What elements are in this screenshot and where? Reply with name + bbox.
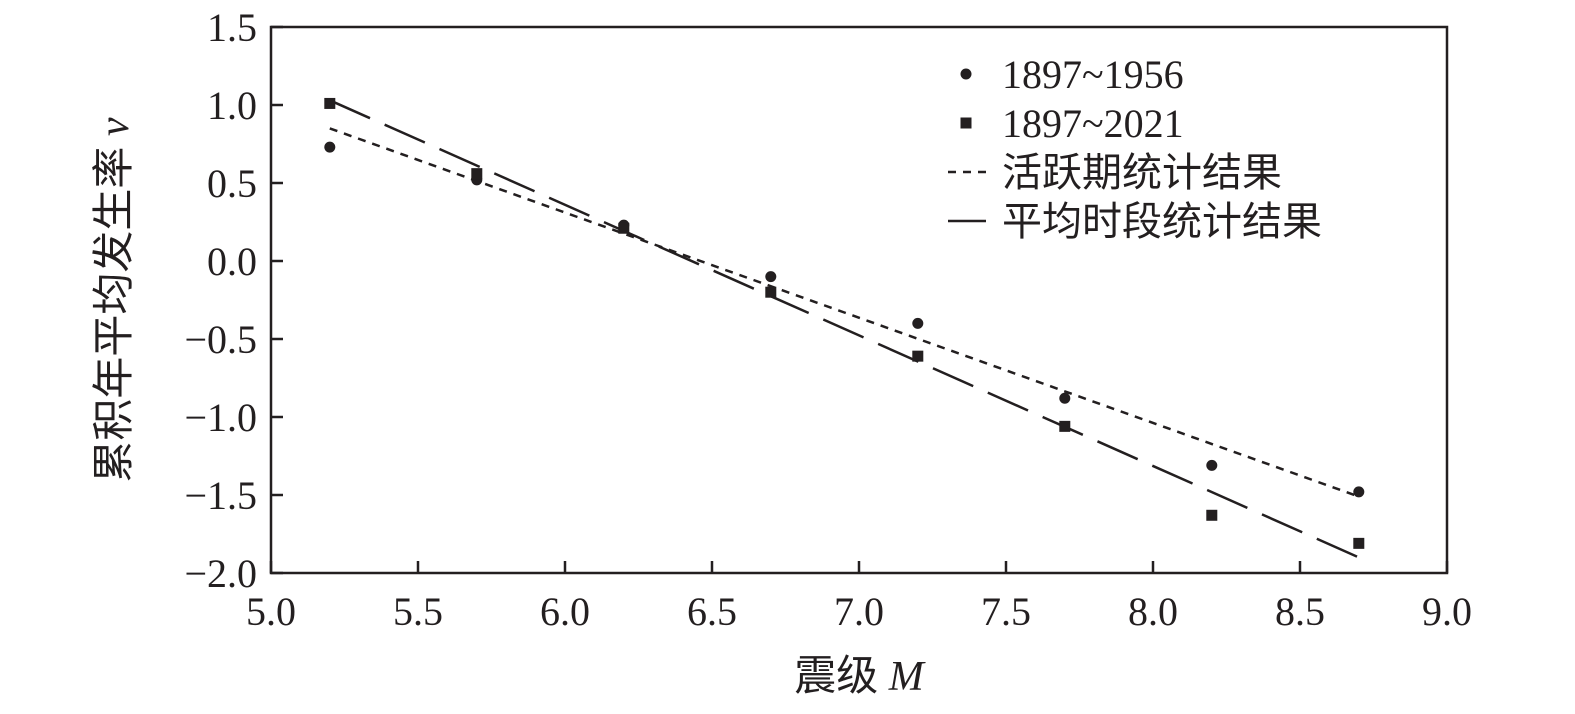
legend-marker-circle bbox=[960, 68, 972, 80]
legend-marker-square bbox=[960, 117, 972, 129]
data-points bbox=[324, 97, 1365, 549]
point-1897-2021 bbox=[1059, 420, 1071, 432]
point-1897-2021 bbox=[471, 168, 483, 180]
point-1897-1956 bbox=[1353, 486, 1365, 498]
x-tick-label: 8.5 bbox=[1275, 589, 1325, 634]
x-axis-title: 震级 M bbox=[794, 654, 926, 700]
point-1897-2021 bbox=[618, 222, 630, 234]
legend-label: 1897~1956 bbox=[1002, 52, 1184, 97]
point-1897-1956 bbox=[912, 317, 924, 329]
x-tick-label: 7.5 bbox=[981, 589, 1031, 634]
y-tick-label: −1.5 bbox=[184, 473, 257, 518]
y-tick-label: 0.5 bbox=[207, 161, 257, 206]
fit-line-active-period bbox=[329, 127, 1360, 498]
point-1897-2021 bbox=[324, 97, 336, 109]
point-1897-2021 bbox=[1353, 537, 1365, 549]
x-tick-label: 5.5 bbox=[393, 589, 443, 634]
x-tick-label: 9.0 bbox=[1422, 589, 1472, 634]
point-1897-2021 bbox=[1206, 509, 1218, 521]
x-tick-label: 6.5 bbox=[687, 589, 737, 634]
point-1897-1956 bbox=[765, 271, 777, 283]
legend-label: 1897~2021 bbox=[1002, 101, 1184, 146]
x-tick-label: 6.0 bbox=[540, 589, 590, 634]
point-1897-1956 bbox=[324, 141, 336, 153]
x-axis: 5.0 5.5 6.0 6.5 7.0 7.5 8.0 8.5 9.0 bbox=[246, 561, 1472, 634]
point-1897-2021 bbox=[912, 350, 924, 362]
point-1897-1956 bbox=[1059, 392, 1071, 404]
y-tick-label: −1.0 bbox=[184, 395, 257, 440]
y-tick-label: −2.0 bbox=[184, 551, 257, 596]
x-tick-label: 7.0 bbox=[834, 589, 884, 634]
plot-frame bbox=[269, 25, 1449, 575]
y-tick-label: −0.5 bbox=[184, 317, 257, 362]
point-1897-1956 bbox=[1206, 459, 1218, 471]
y-tick-label: 1.0 bbox=[207, 83, 257, 128]
y-axis-title: 累积年平均发生率 v bbox=[91, 117, 138, 483]
fit-line-average-period bbox=[329, 99, 1360, 559]
legend-label: 活跃期统计结果 bbox=[1002, 150, 1282, 195]
y-tick-label: 1.5 bbox=[207, 5, 257, 50]
point-1897-2021 bbox=[765, 286, 777, 298]
x-tick-label: 5.0 bbox=[246, 589, 296, 634]
y-axis: 1.5 1.0 0.5 0.0 −0.5 −1.0 −1.5 −2.0 bbox=[184, 5, 283, 596]
y-tick-label: 0.0 bbox=[207, 239, 257, 284]
x-tick-label: 8.0 bbox=[1128, 589, 1178, 634]
fit-lines bbox=[329, 99, 1360, 559]
legend-label: 平均时段统计结果 bbox=[1002, 199, 1322, 244]
